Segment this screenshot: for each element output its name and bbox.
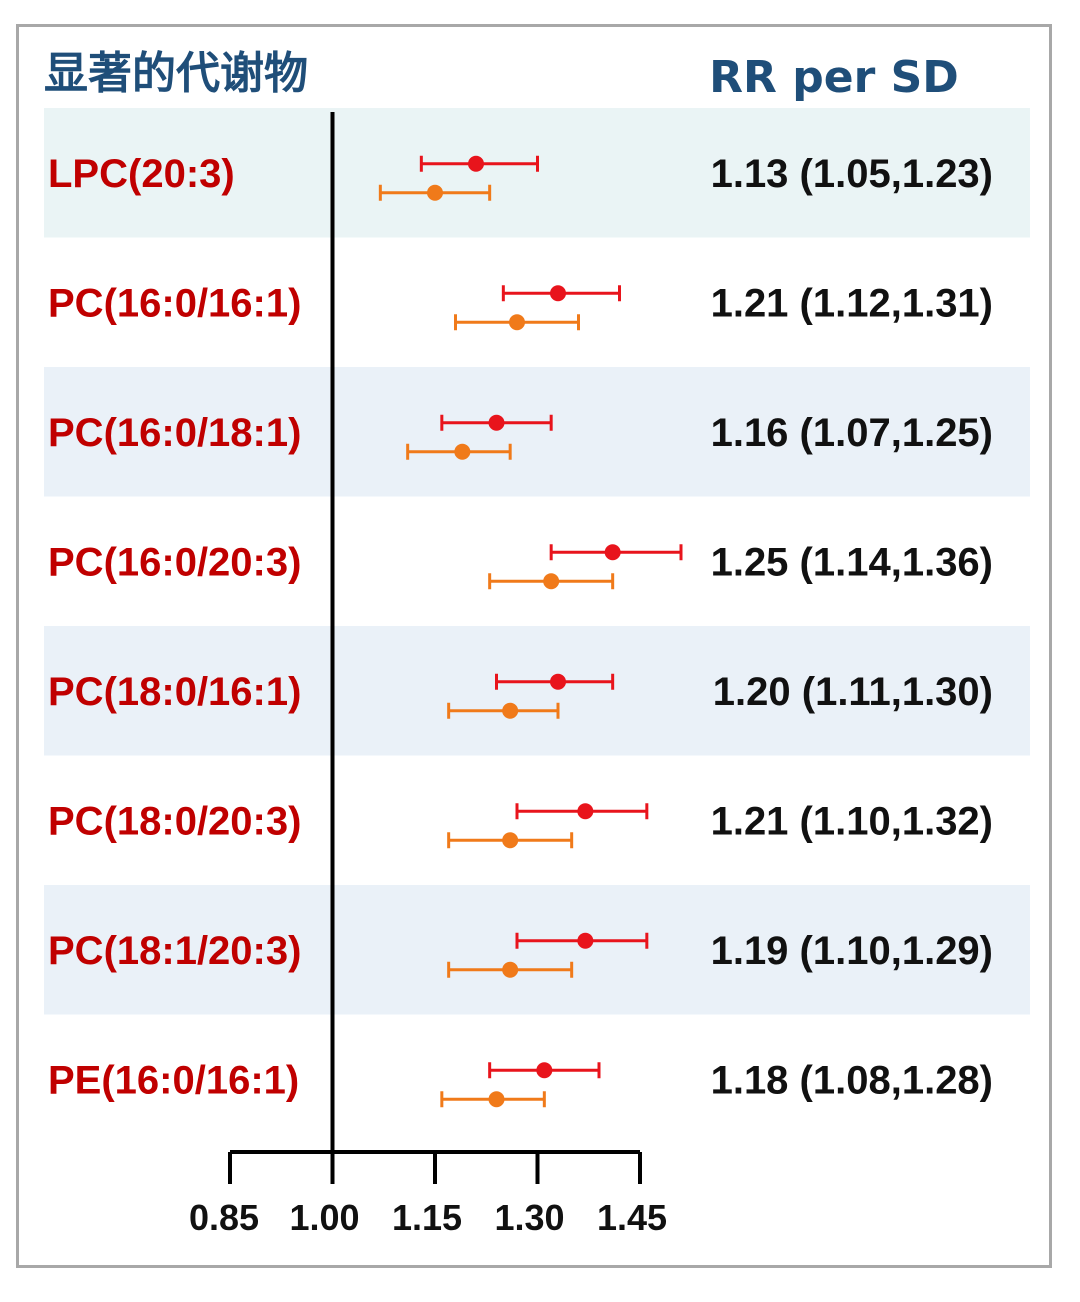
estimate-series-2 xyxy=(447,961,574,978)
metabolite-label: PC(18:0/16:1) xyxy=(48,670,301,714)
point-estimate xyxy=(577,803,594,820)
point-estimate xyxy=(502,961,519,978)
point-estimate xyxy=(604,544,621,561)
row-band xyxy=(44,108,1030,238)
row-band xyxy=(44,367,1030,497)
estimate-series-1 xyxy=(488,1062,601,1079)
rr-value: 1.19 (1.10,1.29) xyxy=(711,929,993,973)
point-estimate xyxy=(543,573,560,590)
rr-value: 1.21 (1.12,1.31) xyxy=(711,281,993,325)
metabolite-label: PC(16:0/20:3) xyxy=(48,540,301,584)
estimate-series-2 xyxy=(488,573,615,590)
point-estimate xyxy=(550,673,566,690)
figure-frame xyxy=(16,24,1052,1268)
tick-label: 1.30 xyxy=(494,1197,564,1238)
x-axis: 0.85 1.00 1.15 1.30 1.45 xyxy=(189,112,667,1238)
tick-label: 1.45 xyxy=(597,1197,667,1238)
point-estimate xyxy=(577,932,594,949)
estimate-series-1 xyxy=(501,285,621,302)
rr-value: 1.18 (1.08,1.28) xyxy=(711,1058,993,1102)
rr-value: 1.16 (1.07,1.25) xyxy=(711,411,993,455)
metabolite-label: LPC(20:3) xyxy=(48,152,235,196)
rr-value: 1.25 (1.14,1.36) xyxy=(711,540,993,584)
metabolite-label: PC(16:0/18:1) xyxy=(48,411,301,455)
row-bands xyxy=(44,108,1030,1015)
rr-values: 1.13 (1.05,1.23) 1.21 (1.12,1.31) 1.16 (1.… xyxy=(711,152,993,1103)
metabolite-label: PC(18:0/20:3) xyxy=(48,799,301,843)
point-estimate xyxy=(536,1062,553,1079)
estimate-series-1 xyxy=(515,803,649,820)
estimate-series-1 xyxy=(419,155,539,172)
point-estimate xyxy=(502,702,519,719)
point-estimate xyxy=(550,285,566,302)
metabolite-label: PC(18:1/20:3) xyxy=(48,929,301,973)
point-estimate xyxy=(509,314,525,331)
estimate-series-2 xyxy=(406,443,512,460)
rr-value: 1.21 (1.10,1.32) xyxy=(711,799,993,843)
point-estimate xyxy=(488,414,505,431)
estimate-series-2 xyxy=(440,1091,546,1108)
estimate-series-2 xyxy=(447,702,560,719)
estimate-series-2 xyxy=(378,184,492,201)
row-band xyxy=(44,626,1030,756)
rr-value: 1.20 (1.11,1.30) xyxy=(713,670,993,714)
estimate-series-1 xyxy=(515,932,649,949)
tick-label: 1.15 xyxy=(392,1197,462,1238)
estimate-series-2 xyxy=(447,832,574,849)
rr-column-header: RR per SD xyxy=(709,52,959,103)
estimate-series-1 xyxy=(440,414,553,431)
tick-label: 1.00 xyxy=(289,1197,359,1238)
estimate-series-1 xyxy=(495,673,615,690)
estimate-series-1 xyxy=(549,544,683,561)
point-estimate xyxy=(454,443,471,460)
metabolite-label: PC(16:0/16:1) xyxy=(48,281,301,325)
estimate-series-2 xyxy=(454,314,580,331)
estimate-marks xyxy=(378,155,683,1108)
point-estimate xyxy=(502,832,519,849)
point-estimate xyxy=(427,184,443,201)
metabolite-label: PE(16:0/16:1) xyxy=(48,1058,299,1102)
row-band xyxy=(44,885,1030,1015)
tick-label: 0.85 xyxy=(189,1197,259,1238)
chart-title: 显著的代谢物 xyxy=(44,48,308,99)
row-labels: LPC(20:3) PC(16:0/16:1) PC(16:0/18:1) PC(16… xyxy=(48,152,301,1103)
point-estimate xyxy=(488,1091,505,1108)
point-estimate xyxy=(468,155,484,172)
rr-value: 1.13 (1.05,1.23) xyxy=(711,152,993,196)
